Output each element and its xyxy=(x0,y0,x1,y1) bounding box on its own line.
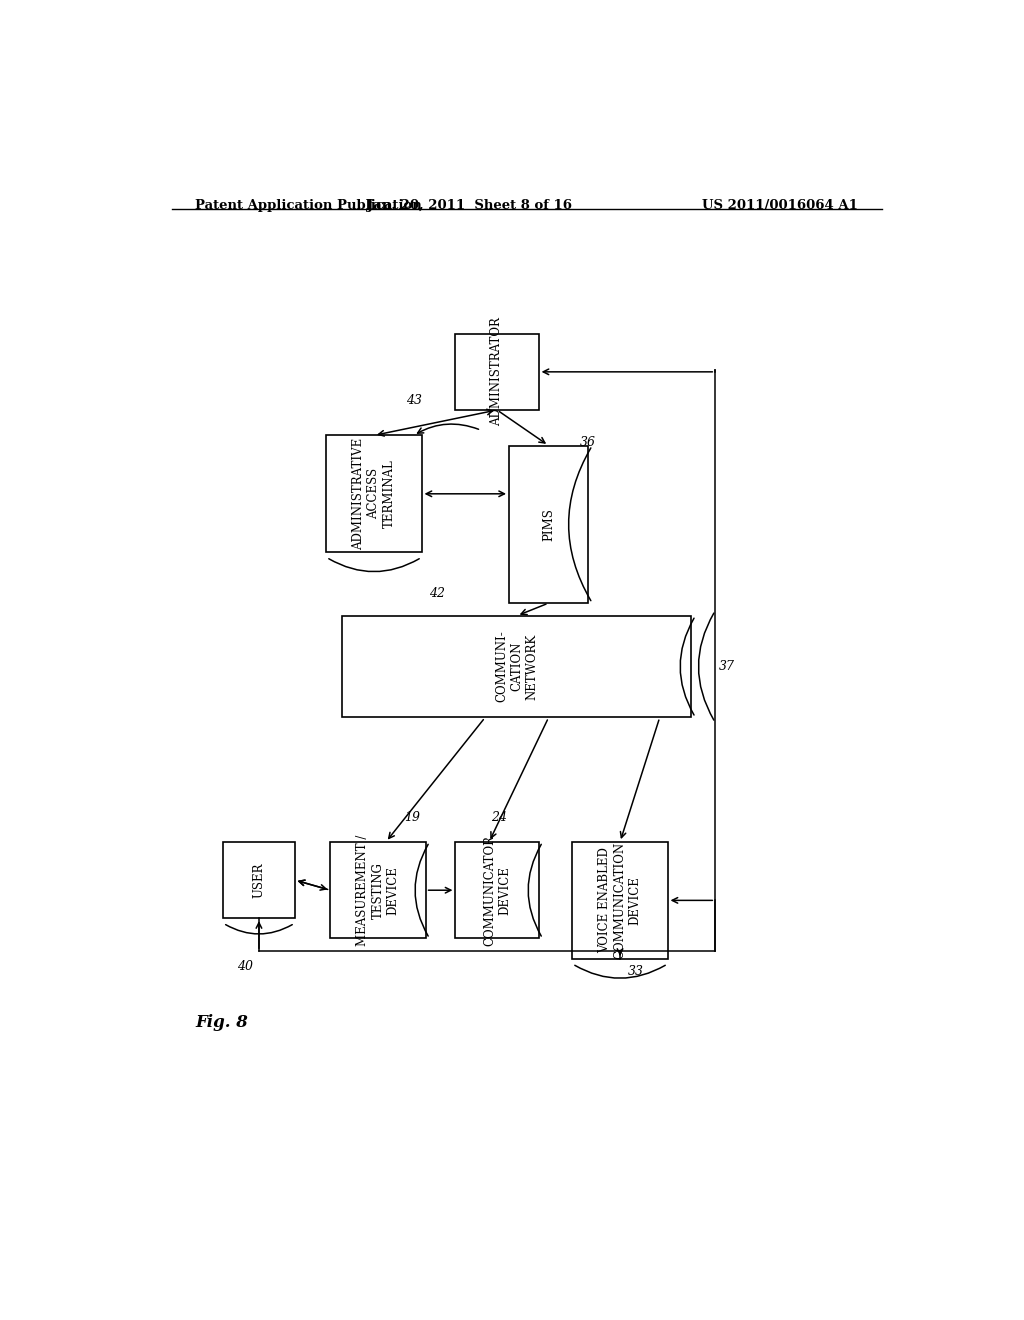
FancyArrowPatch shape xyxy=(680,618,694,715)
Text: PIMS: PIMS xyxy=(542,508,555,541)
FancyArrowPatch shape xyxy=(574,965,666,978)
Text: VOICE ENABLED
COMMUNICATION
DEVICE: VOICE ENABLED COMMUNICATION DEVICE xyxy=(599,842,641,958)
FancyArrowPatch shape xyxy=(415,845,428,936)
Text: 24: 24 xyxy=(492,810,508,824)
FancyArrowPatch shape xyxy=(698,612,714,721)
Text: Patent Application Publication: Patent Application Publication xyxy=(196,199,422,213)
Text: 37: 37 xyxy=(719,660,735,673)
Text: 19: 19 xyxy=(404,810,420,824)
Bar xyxy=(572,842,668,958)
FancyArrowPatch shape xyxy=(225,924,292,935)
Text: ADMINISTRATOR: ADMINISTRATOR xyxy=(490,317,504,426)
Bar xyxy=(342,615,691,718)
Bar xyxy=(327,436,422,552)
Text: Jan. 20, 2011  Sheet 8 of 16: Jan. 20, 2011 Sheet 8 of 16 xyxy=(367,199,571,213)
Text: Fig. 8: Fig. 8 xyxy=(196,1014,249,1031)
FancyArrowPatch shape xyxy=(418,424,478,433)
Text: 43: 43 xyxy=(406,393,422,407)
Bar xyxy=(456,334,539,411)
Text: US 2011/0016064 A1: US 2011/0016064 A1 xyxy=(702,199,858,213)
FancyArrowPatch shape xyxy=(329,558,419,572)
Bar xyxy=(509,446,589,603)
Text: 40: 40 xyxy=(238,960,254,973)
Text: USER: USER xyxy=(253,862,265,898)
Bar xyxy=(331,842,426,939)
Bar xyxy=(456,842,539,939)
FancyArrowPatch shape xyxy=(528,845,542,936)
Text: 33: 33 xyxy=(628,965,644,978)
Text: ADMINISTRATIVE
ACCESS
TERMINAL: ADMINISTRATIVE ACCESS TERMINAL xyxy=(352,438,395,550)
Bar xyxy=(223,842,295,919)
Text: COMMUNICATOR
DEVICE: COMMUNICATOR DEVICE xyxy=(483,834,511,945)
Text: 36: 36 xyxy=(581,437,596,450)
Text: 42: 42 xyxy=(429,587,445,599)
Text: COMMUNI-
CATION
NETWORK: COMMUNI- CATION NETWORK xyxy=(496,631,539,702)
Text: MEASUREMENT /
TESTING
DEVICE: MEASUREMENT / TESTING DEVICE xyxy=(356,834,399,946)
FancyArrowPatch shape xyxy=(568,447,591,601)
